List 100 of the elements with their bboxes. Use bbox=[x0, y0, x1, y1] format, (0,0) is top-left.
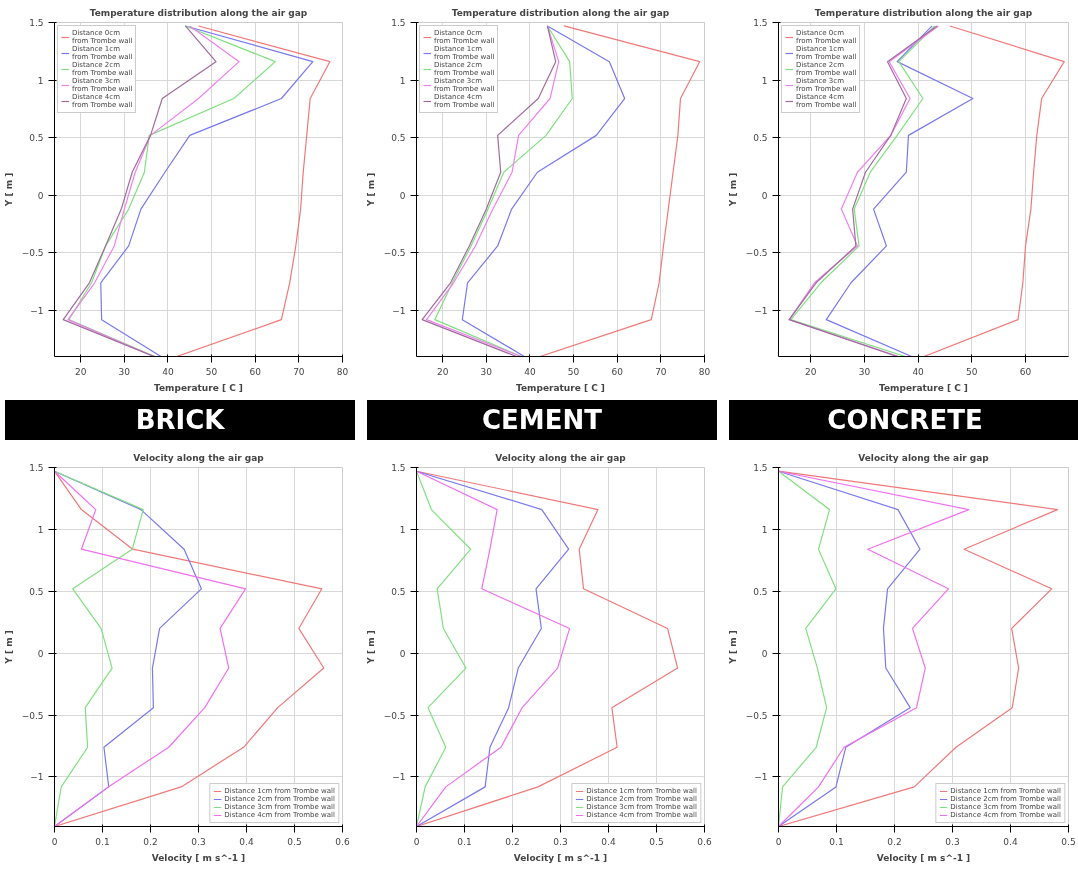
y-tick-label: 1 bbox=[761, 75, 768, 86]
y-tick-label: 0.5 bbox=[391, 133, 406, 144]
chart-title: Velocity along the air gap bbox=[858, 452, 990, 463]
x-tick-label: 60 bbox=[1019, 366, 1032, 377]
x-tick-label: 0.4 bbox=[239, 836, 254, 847]
y-tick-label: 1 bbox=[37, 524, 44, 535]
x-tick-label: 50 bbox=[567, 366, 580, 377]
x-tick-label: 20 bbox=[74, 366, 87, 377]
x-tick-label: 0.3 bbox=[191, 836, 206, 847]
y-tick-label: −0.5 bbox=[383, 248, 406, 259]
x-tick-label: 0.5 bbox=[1061, 836, 1076, 847]
x-tick-label: 20 bbox=[436, 366, 449, 377]
y-tick-label: 1 bbox=[399, 75, 406, 86]
x-tick-label: 30 bbox=[118, 366, 131, 377]
line-series bbox=[923, 25, 1065, 357]
x-axis-title: Velocity [ m s^-1 ] bbox=[876, 852, 971, 863]
y-tick-label: −1 bbox=[30, 305, 44, 316]
x-tick-label: 0 bbox=[51, 836, 58, 847]
x-tick-label: 0.6 bbox=[335, 836, 350, 847]
x-axis-title: Temperature [ C ] bbox=[516, 382, 605, 393]
y-tick-label: 1.5 bbox=[753, 18, 768, 28]
y-tick-label: −1 bbox=[30, 772, 44, 783]
chart-title: Velocity along the air gap bbox=[495, 452, 627, 463]
y-tick-label: 1.5 bbox=[753, 463, 768, 473]
y-tick-label: 0 bbox=[37, 190, 44, 201]
x-tick-label: 50 bbox=[205, 366, 218, 377]
x-tick-label: 0.5 bbox=[649, 836, 664, 847]
x-axis-title: Temperature [ C ] bbox=[879, 382, 968, 393]
y-tick-label: 0.5 bbox=[753, 133, 768, 144]
x-tick-label: 0.2 bbox=[143, 836, 158, 847]
y-tick-label: 0.5 bbox=[29, 586, 44, 597]
y-tick-label: −1 bbox=[392, 772, 406, 783]
x-tick-label: 0.3 bbox=[945, 836, 960, 847]
text: BRICK bbox=[135, 404, 225, 437]
y-tick-label: −1 bbox=[392, 305, 406, 316]
x-tick-label: 60 bbox=[611, 366, 624, 377]
x-tick-label: 0.4 bbox=[1003, 836, 1018, 847]
y-tick-label: 0.5 bbox=[391, 586, 406, 597]
y-axis-title: Y [ m ] bbox=[365, 630, 376, 665]
text: CEMENT bbox=[482, 404, 602, 437]
y-tick-label: −0.5 bbox=[21, 710, 44, 721]
y-tick-label: 1.5 bbox=[29, 18, 44, 28]
x-axis-title: Velocity [ m s^-1 ] bbox=[151, 852, 246, 863]
y-tick-label: 1 bbox=[761, 524, 768, 535]
y-tick-label: 0 bbox=[761, 648, 768, 659]
y-tick-label: 0 bbox=[761, 190, 768, 201]
y-tick-label: 0 bbox=[399, 648, 406, 659]
x-axis-title: Temperature [ C ] bbox=[154, 382, 243, 393]
line-series bbox=[176, 25, 331, 357]
x-tick-label: 0 bbox=[413, 836, 420, 847]
y-tick-label: 0 bbox=[399, 190, 406, 201]
y-tick-label: 1.5 bbox=[391, 18, 406, 28]
y-tick-label: 1 bbox=[399, 524, 406, 535]
x-tick-label: 30 bbox=[480, 366, 493, 377]
x-axis-title: Velocity [ m s^-1 ] bbox=[513, 852, 608, 863]
x-tick-label: 0.2 bbox=[887, 836, 902, 847]
x-tick-label: 40 bbox=[912, 366, 925, 377]
y-tick-label: −1 bbox=[754, 772, 768, 783]
x-tick-label: 80 bbox=[698, 366, 711, 377]
chart-title: Velocity along the air gap bbox=[133, 452, 265, 463]
x-tick-label: 40 bbox=[524, 366, 536, 377]
line-series bbox=[539, 25, 701, 357]
line-series bbox=[68, 25, 276, 357]
y-axis-title: Y [ m ] bbox=[365, 172, 376, 208]
y-tick-label: 0.5 bbox=[753, 586, 768, 597]
x-tick-label: 30 bbox=[858, 366, 871, 377]
x-tick-label: 70 bbox=[293, 366, 305, 377]
y-tick-label: 0.5 bbox=[29, 133, 44, 144]
line-series bbox=[67, 25, 240, 357]
x-tick-label: 20 bbox=[805, 366, 817, 377]
y-axis-title: Y [ m ] bbox=[3, 630, 14, 665]
y-tick-label: −0.5 bbox=[383, 710, 406, 721]
y-tick-label: 0 bbox=[37, 648, 44, 659]
chart-title: Temperature distribution along the air gap bbox=[89, 7, 308, 18]
y-tick-label: −0.5 bbox=[745, 710, 768, 721]
y-tick-label: −0.5 bbox=[745, 248, 768, 259]
y-tick-label: −0.5 bbox=[21, 248, 44, 259]
x-tick-label: 0.6 bbox=[697, 836, 712, 847]
x-tick-label: 0.1 bbox=[829, 836, 844, 847]
x-tick-label: 0.1 bbox=[457, 836, 472, 847]
x-tick-label: 0.5 bbox=[287, 836, 302, 847]
x-tick-label: 0.2 bbox=[505, 836, 520, 847]
y-tick-label: 1.5 bbox=[391, 463, 406, 473]
y-axis-title: Y [ m ] bbox=[727, 630, 738, 665]
chart-title: Temperature distribution along the air gap bbox=[814, 7, 1033, 18]
x-tick-label: 0.1 bbox=[95, 836, 110, 847]
x-tick-label: 40 bbox=[162, 366, 174, 377]
y-tick-label: −1 bbox=[754, 305, 768, 316]
x-tick-label: 0.4 bbox=[601, 836, 616, 847]
x-tick-label: 0.3 bbox=[553, 836, 568, 847]
line-series bbox=[62, 25, 217, 357]
x-tick-label: 80 bbox=[336, 366, 349, 377]
y-axis-title: Y [ m ] bbox=[727, 172, 738, 208]
x-tick-label: 50 bbox=[966, 366, 978, 377]
chart-title: Temperature distribution along the air gap bbox=[451, 7, 670, 18]
text: CONCRETE bbox=[827, 404, 983, 437]
x-tick-label: 0 bbox=[775, 836, 782, 847]
y-tick-label: 1 bbox=[37, 75, 44, 86]
x-tick-label: 60 bbox=[249, 366, 262, 377]
y-tick-label: 1.5 bbox=[29, 463, 44, 473]
